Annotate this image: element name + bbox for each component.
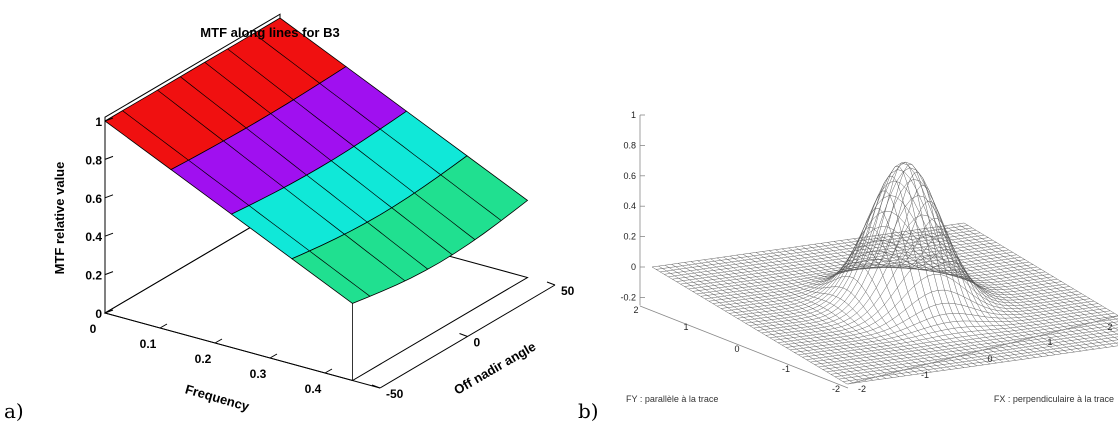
- z-tick-label: 0.8: [623, 140, 636, 150]
- fx-tick-label: 1: [1047, 337, 1052, 347]
- x-tick-label: 0.4: [305, 382, 322, 396]
- x-tick-label: 0.2: [195, 352, 212, 366]
- z-tick-label: 0.8: [85, 153, 102, 167]
- x-tick: [159, 323, 168, 329]
- z-tick: [104, 271, 114, 276]
- z-tick-label: 0.4: [623, 201, 636, 211]
- fy-axis: [639, 305, 849, 389]
- x-tick: [269, 353, 278, 359]
- surface-gridline: [227, 48, 476, 240]
- y-tick: [459, 333, 468, 337]
- z-tick-label: 0: [95, 307, 102, 321]
- z-tick-label: 1: [631, 110, 636, 120]
- z-tick-label: 0.4: [85, 230, 102, 244]
- surface-gridline: [204, 62, 453, 256]
- wireframe-surface: [651, 161, 1118, 385]
- fy-tick-label: -2: [832, 384, 840, 394]
- y-tick: [371, 384, 381, 389]
- y-tick-label: 50: [561, 284, 575, 298]
- x-tick-label: 0.1: [140, 337, 157, 351]
- z-tick: [104, 155, 114, 160]
- chart-title: MTF along lines for B3: [200, 25, 339, 40]
- fy-tick-label: 0: [734, 344, 739, 354]
- y-axis-label: Off nadir angle: [451, 339, 538, 398]
- z-tick-label: -0.2: [620, 292, 636, 302]
- x-axis: [104, 312, 381, 389]
- x-tick: [324, 368, 333, 374]
- z-tick-label: 0.6: [623, 171, 636, 181]
- surface-gridline: [157, 89, 406, 282]
- y-tick-label: 0: [474, 336, 481, 350]
- x-tick: [214, 338, 223, 344]
- fy-tick-label: 2: [633, 305, 638, 315]
- surface-band: [291, 155, 529, 304]
- surface-gridline: [180, 76, 429, 270]
- fx-tick-label: -2: [858, 384, 866, 394]
- y-tick: [546, 281, 556, 286]
- z-tick-label: 0.6: [85, 192, 102, 206]
- z-tick: [104, 194, 114, 199]
- panel-b: -0.2 0 0.2 0.4 0.6 0.8 1 -2 -1 0 1 2 -2 -1 0 1 2 FY : par…: [578, 110, 1118, 423]
- z-tick-label: 0: [631, 262, 636, 272]
- x-tick-label: 0: [90, 322, 97, 336]
- fx-tick-label: -1: [921, 370, 929, 380]
- fx-tick-label: 0: [987, 354, 992, 364]
- fy-tick-label: -1: [782, 364, 790, 374]
- y-tick-label: -50: [386, 387, 404, 401]
- z-tick-label: 1: [95, 115, 102, 129]
- fx-tick-label: 2: [1107, 322, 1112, 332]
- z-tick: [104, 232, 114, 237]
- z-tick: [104, 117, 114, 122]
- fx-axis: [847, 315, 1118, 385]
- z-tick-label: 0.2: [623, 232, 636, 242]
- surface-gridline: [122, 110, 371, 297]
- x-axis-label: Frequency: [184, 381, 252, 414]
- x-tick: [104, 308, 113, 314]
- z-axis-label: MTF relative value: [52, 162, 67, 275]
- panel-label-a: a): [4, 399, 24, 423]
- x-tick-label: 0.3: [250, 367, 267, 381]
- z-tick-label: 0.2: [85, 269, 102, 283]
- fy-axis-label: FY : parallèle à la trace: [626, 394, 718, 404]
- fx-axis-label: FX : perpendiculaire à la trace: [994, 394, 1114, 404]
- panel-a: 0 0.2 0.4 0.6 0.8 1 0 0.1 0.2 0.3 0.4 -50 0 50 MTF alo…: [4, 13, 575, 423]
- fy-tick-label: 1: [683, 322, 688, 332]
- surface-gridline: [253, 33, 502, 221]
- panel-label-b: b): [578, 399, 599, 423]
